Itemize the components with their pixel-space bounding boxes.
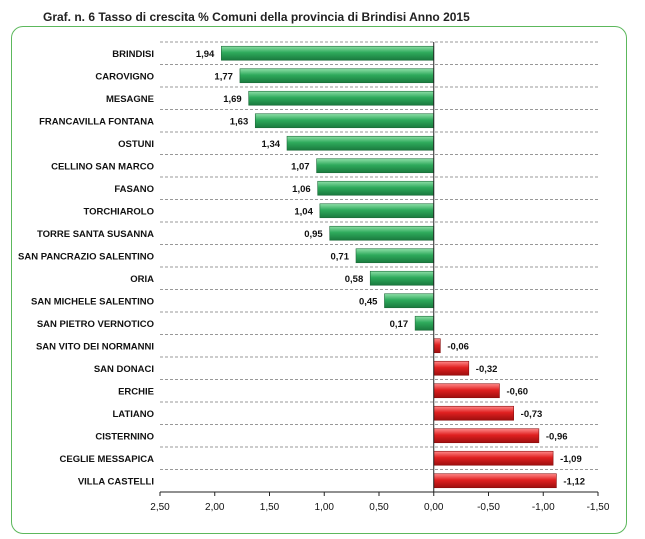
category-label: FASANO	[114, 184, 154, 195]
x-tick-label: 0,50	[369, 502, 389, 513]
data-label: 1,07	[291, 161, 310, 172]
category-label: SAN MICHELE SALENTINO	[31, 296, 154, 307]
data-label: -1,09	[560, 454, 582, 465]
bar	[433, 473, 557, 489]
bar	[317, 180, 435, 196]
category-label: ERCHIE	[118, 386, 154, 397]
data-label: 1,77	[214, 71, 233, 82]
bar	[254, 113, 435, 129]
data-label: -1,12	[563, 476, 585, 487]
category-label: SAN DONACI	[94, 364, 154, 375]
data-label: 1,34	[262, 139, 281, 150]
category-label: CELLINO SAN MARCO	[51, 161, 154, 172]
category-label: TORRE SANTA SUSANNA	[37, 229, 154, 240]
data-label: -0,32	[476, 364, 498, 375]
category-label: FRANCAVILLA FONTANA	[39, 116, 154, 127]
category-label: SAN PANCRAZIO SALENTINO	[18, 251, 154, 262]
chart-frame	[11, 26, 627, 534]
category-label: MESAGNE	[106, 94, 154, 105]
bar	[433, 338, 441, 354]
x-tick-label: -0,50	[477, 502, 500, 513]
bar	[239, 68, 435, 84]
category-label: SAN VITO DEI NORMANNI	[36, 341, 154, 352]
bar	[248, 90, 435, 106]
data-label: -0,73	[521, 409, 543, 420]
category-label: TORCHIAROLO	[83, 206, 154, 217]
bar	[433, 360, 470, 376]
data-label: 0,45	[359, 296, 378, 307]
bar	[369, 270, 435, 286]
category-label: CISTERNINO	[95, 431, 154, 442]
data-label: 1,63	[230, 116, 249, 127]
data-label: 1,06	[292, 184, 311, 195]
category-label: VILLA CASTELLI	[78, 476, 154, 487]
bar	[433, 450, 554, 466]
data-label: 0,58	[345, 274, 364, 285]
bar	[384, 293, 435, 309]
category-label: CAROVIGNO	[95, 71, 154, 82]
category-label: LATIANO	[112, 409, 154, 420]
data-label: 0,17	[390, 319, 409, 330]
x-tick-label: 2,50	[150, 502, 170, 513]
category-label: SAN PIETRO VERNOTICO	[37, 319, 154, 330]
bar	[319, 203, 435, 219]
data-label: 1,94	[196, 49, 215, 60]
x-tick-label: 1,00	[315, 502, 335, 513]
data-label: 1,69	[223, 94, 242, 105]
bar	[433, 383, 500, 399]
category-label: CEGLIE MESSAPICA	[60, 454, 155, 465]
x-tick-label: -1,50	[587, 502, 610, 513]
chart-title: Graf. n. 6 Tasso di crescita % Comuni de…	[43, 10, 470, 24]
data-label: 1,04	[294, 206, 313, 217]
bar	[329, 225, 435, 241]
data-label: -0,96	[546, 431, 568, 442]
bar	[433, 428, 540, 444]
bar	[316, 158, 435, 174]
bar	[414, 315, 435, 331]
x-tick-label: -1,00	[532, 502, 555, 513]
category-label: BRINDISI	[112, 49, 154, 60]
data-label: -0,60	[506, 386, 528, 397]
x-tick-label: 2,00	[205, 502, 225, 513]
bar	[355, 248, 435, 264]
category-label: OSTUNI	[118, 139, 154, 150]
bar	[433, 405, 514, 421]
data-label: 0,71	[331, 251, 350, 262]
x-tick-label: 1,50	[260, 502, 280, 513]
data-label: -0,06	[447, 341, 469, 352]
x-tick-label: 0,00	[424, 502, 444, 513]
bar	[221, 45, 435, 61]
category-label: ORIA	[130, 274, 154, 285]
data-label: 0,95	[304, 229, 323, 240]
bar	[286, 135, 435, 151]
